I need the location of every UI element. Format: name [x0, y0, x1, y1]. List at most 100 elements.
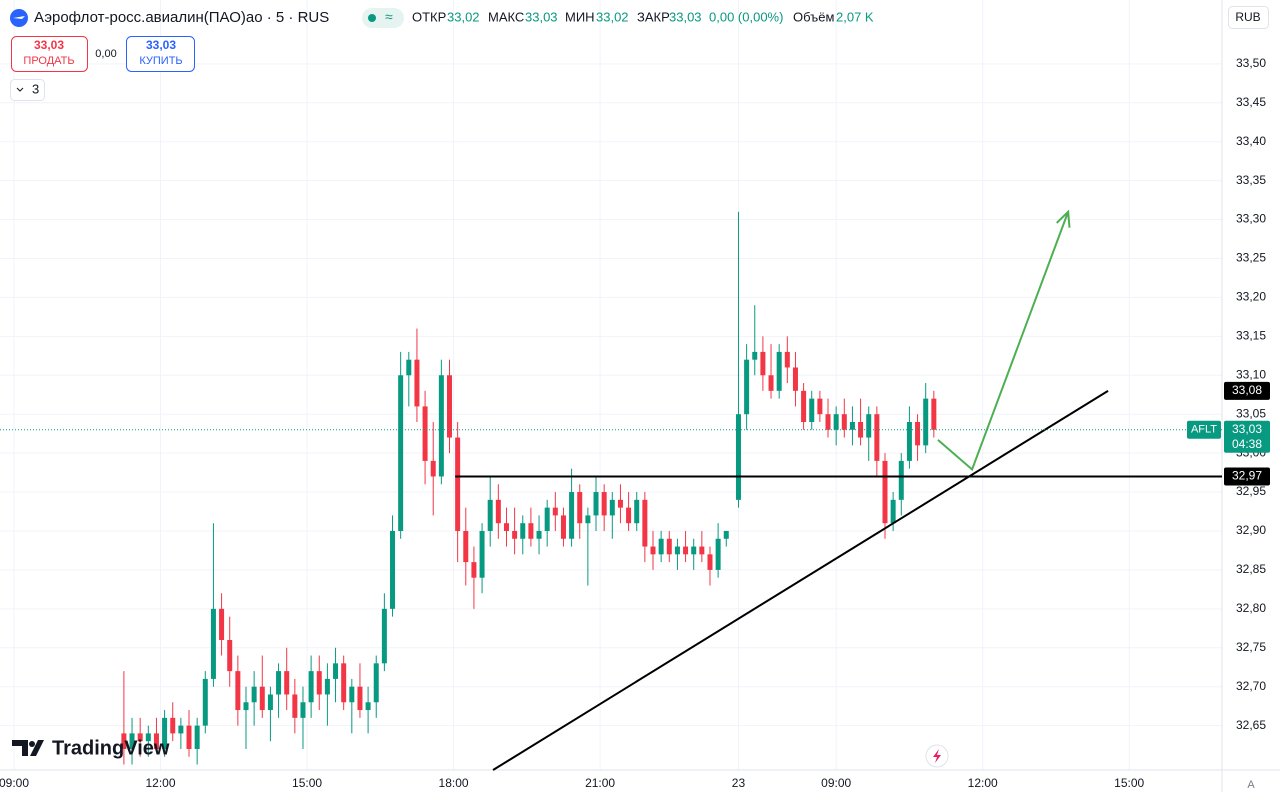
- candle-body: [536, 530, 542, 539]
- candle-body: [316, 671, 322, 695]
- candle-body: [666, 538, 672, 555]
- y-tick-label: 33,45: [1236, 95, 1266, 109]
- plot-area: [0, 0, 1222, 770]
- candle-body: [129, 733, 135, 749]
- symbol-title[interactable]: Аэрофлот-росс.авиалин(ПАО)ао · 5 · RUS: [34, 9, 329, 26]
- logo-text: TradingView: [52, 737, 170, 759]
- x-tick-label: 12:00: [968, 776, 998, 790]
- sell-label: ПРОДАТЬ: [23, 55, 74, 67]
- candle-body: [357, 686, 363, 711]
- candle-body: [235, 671, 241, 711]
- candle-body: [707, 554, 713, 570]
- candle-body: [528, 523, 534, 539]
- candle-body: [219, 608, 225, 640]
- arrow: [937, 211, 1070, 472]
- candle-body: [471, 562, 477, 578]
- high-label: МАКС: [488, 9, 524, 24]
- market-status: [368, 14, 376, 22]
- buy-price: 33,03: [146, 38, 176, 52]
- auto-scale[interactable]: A: [1247, 779, 1255, 791]
- candle-body: [658, 538, 664, 555]
- candle-body: [735, 414, 741, 500]
- volume-label: Объём: [793, 9, 834, 24]
- candle-body: [349, 686, 355, 703]
- candle-body: [333, 663, 339, 679]
- currency-button[interactable]: [1228, 6, 1269, 29]
- candle-body: [760, 351, 766, 376]
- candle-body: [137, 733, 143, 742]
- candle-body: [617, 499, 623, 508]
- candle-body: [520, 523, 526, 539]
- candle-body: [153, 733, 159, 749]
- y-tick-label: 33,05: [1236, 406, 1266, 420]
- y-tick-label: 33,25: [1236, 251, 1266, 265]
- candle-body: [438, 375, 444, 477]
- candle-body: [768, 375, 774, 391]
- candle-body: [923, 398, 929, 446]
- candle-body: [674, 546, 680, 555]
- candle-body: [121, 733, 127, 749]
- y-tick-label: 33,40: [1236, 134, 1266, 148]
- logo-mark: [12, 740, 44, 756]
- candle-body: [898, 460, 904, 500]
- candle-body: [849, 421, 855, 430]
- candle-body: [569, 492, 575, 539]
- candle-body: [512, 530, 518, 539]
- last-price-box: [1224, 420, 1270, 453]
- symbol-tag-text: AFLT: [1191, 424, 1217, 436]
- candle-body: [406, 359, 412, 376]
- candle-body: [882, 460, 888, 524]
- candle-body: [390, 530, 396, 609]
- candle-body: [691, 546, 697, 555]
- trend-line: [492, 389, 1109, 771]
- low-value: 33,02: [596, 9, 629, 24]
- change-value: 0,00 (0,00%): [709, 9, 783, 24]
- candle-body: [145, 733, 151, 742]
- candle-body: [723, 530, 729, 539]
- candle-body: [479, 530, 485, 578]
- candle-body: [809, 398, 815, 422]
- candle-body: [931, 398, 937, 430]
- y-tick-label: 33,10: [1236, 367, 1266, 381]
- y-tick-label: 33,15: [1236, 329, 1266, 343]
- y-tick-label: 32,90: [1236, 523, 1266, 537]
- candle-body: [874, 414, 880, 461]
- sell-button[interactable]: [11, 36, 88, 72]
- symbol-tag: [1187, 420, 1221, 439]
- candle-body: [784, 351, 790, 368]
- x-tick-label: 23: [732, 776, 746, 790]
- buy-button[interactable]: [126, 36, 195, 72]
- candle-body: [866, 414, 872, 438]
- candle-body: [186, 725, 192, 749]
- countdown: 04:38: [1232, 437, 1262, 451]
- horizontal-line-label: 32,97: [1232, 469, 1262, 483]
- volume-value: 2,07 K: [836, 9, 874, 24]
- candle-body: [825, 414, 831, 430]
- y-tick-label: 32,75: [1236, 640, 1266, 654]
- candle-body: [626, 507, 632, 524]
- y-tick-label: 32,70: [1236, 679, 1266, 693]
- candle-body: [699, 546, 705, 555]
- candle-body: [430, 460, 436, 477]
- candle-body: [744, 359, 750, 415]
- candle-body: [601, 492, 607, 516]
- low-label: МИН: [565, 9, 595, 24]
- open-value: 33,02: [447, 9, 480, 24]
- candle-body: [463, 530, 469, 563]
- y-tick-label: 33,50: [1236, 56, 1266, 70]
- candle-body: [398, 375, 404, 531]
- candle-body: [503, 523, 509, 531]
- candle-body: [324, 678, 330, 695]
- buy-label: КУПИТЬ: [139, 55, 182, 67]
- candle-body: [422, 406, 428, 461]
- candle-body: [373, 663, 379, 703]
- x-tick-label: 09:00: [821, 776, 851, 790]
- candle-body: [365, 702, 371, 711]
- x-tick-label: 09:00: [0, 776, 29, 790]
- candle-body: [210, 608, 216, 679]
- candle-body: [284, 671, 290, 695]
- candle-body: [487, 499, 493, 531]
- horizontal-line-box: [1224, 467, 1270, 486]
- indicators-toggle[interactable]: [10, 79, 45, 101]
- candle-body: [841, 414, 847, 430]
